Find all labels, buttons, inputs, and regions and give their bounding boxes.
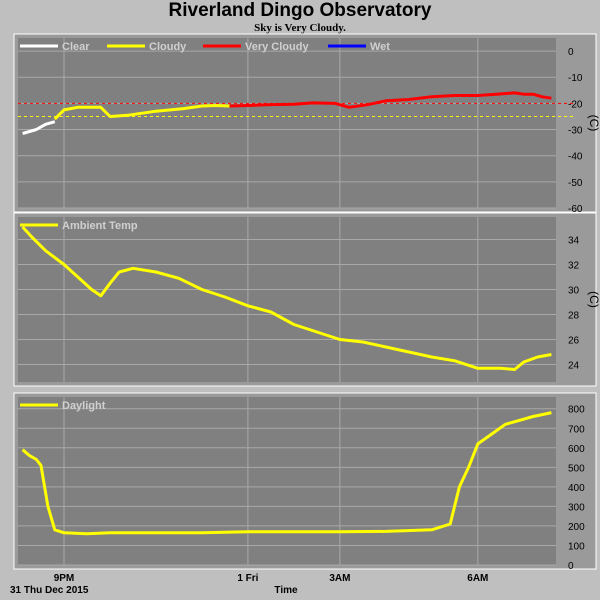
x-tick-label: 6AM bbox=[467, 573, 488, 584]
legend-label: Very Cloudy bbox=[245, 41, 309, 53]
y-tick-label: -20 bbox=[568, 99, 583, 110]
y-tick-label: 0 bbox=[568, 47, 574, 58]
ambient-temp-panel: 34 32 30 28 26 24 (C) Ambient Temp bbox=[13, 212, 600, 387]
x-tick-label: 1 Fri bbox=[237, 573, 258, 584]
y-tick-label: -40 bbox=[568, 152, 583, 163]
y-unit-label: (C) bbox=[587, 291, 600, 308]
y-tick-label: -60 bbox=[568, 204, 583, 215]
y-tick-label: -50 bbox=[568, 178, 583, 189]
legend-label: Wet bbox=[370, 41, 390, 53]
series-line-very-cloudy bbox=[229, 91, 552, 109]
plot-area bbox=[18, 38, 556, 208]
y-tick-label: 28 bbox=[568, 311, 580, 322]
plot-area bbox=[18, 397, 556, 565]
y-tick-label: 500 bbox=[568, 463, 585, 474]
y-tick-label: 400 bbox=[568, 483, 585, 494]
sky-status-subtitle: Sky is Very Cloudy. bbox=[254, 22, 346, 34]
x-tick-label: 9PM bbox=[54, 573, 75, 584]
x-axis-label: Time bbox=[274, 585, 298, 596]
y-tick-label: 600 bbox=[568, 444, 585, 455]
page-title: Riverland Dingo Observatory bbox=[168, 0, 432, 21]
y-tick-label: 800 bbox=[568, 405, 585, 416]
sky-temp-panel: 0 -10 -20 -30 -40 -50 -60 (C) Clear Cloudy Very Cl… bbox=[13, 33, 600, 215]
plot-area bbox=[18, 217, 556, 382]
x-tick-label: 3AM bbox=[329, 573, 350, 584]
y-tick-label: 26 bbox=[568, 336, 580, 347]
series-line-ambient-temp bbox=[21, 225, 552, 371]
series-line-cloudy bbox=[53, 104, 230, 121]
daylight-panel: 9PM 1 Fri 3AM 6AM 800 700 600 500 400 300 200 100 0 D… bbox=[13, 392, 597, 584]
series-line-daylight bbox=[21, 411, 552, 536]
y-tick-label: 300 bbox=[568, 502, 585, 513]
date-label: 31 Thu Dec 2015 bbox=[10, 585, 89, 596]
y-tick-label: 700 bbox=[568, 424, 585, 435]
legend-label: Ambient Temp bbox=[62, 220, 138, 232]
legend-label: Cloudy bbox=[149, 41, 187, 53]
y-tick-label: -10 bbox=[568, 73, 583, 84]
y-tick-label: 24 bbox=[568, 361, 580, 372]
y-tick-label: 0 bbox=[568, 561, 574, 572]
y-tick-label: -30 bbox=[568, 126, 583, 137]
y-tick-label: 200 bbox=[568, 522, 585, 533]
legend-label: Daylight bbox=[62, 400, 106, 412]
y-tick-label: 34 bbox=[568, 236, 580, 247]
y-unit-label: (C) bbox=[587, 115, 600, 132]
y-tick-label: 100 bbox=[568, 541, 585, 552]
series-line-clear bbox=[22, 120, 56, 135]
y-tick-label: 32 bbox=[568, 261, 580, 272]
legend-label: Clear bbox=[62, 41, 90, 53]
y-tick-label: 30 bbox=[568, 286, 580, 297]
